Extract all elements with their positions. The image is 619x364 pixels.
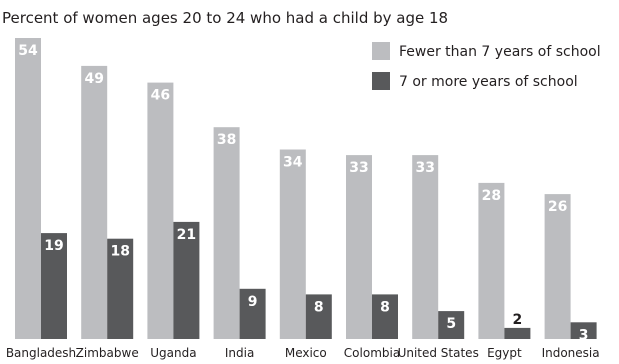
bar-7-or-more-egypt bbox=[504, 327, 531, 339]
bar-fewer-than-7-bangladesh bbox=[15, 38, 41, 339]
category-label: Egypt bbox=[487, 346, 522, 360]
bar-fewer-than-7-india bbox=[213, 127, 240, 339]
bar-fewer-than-7-egypt bbox=[478, 182, 505, 339]
category-label: United States bbox=[398, 346, 479, 360]
data-label: 33 bbox=[415, 160, 434, 176]
bar-fewer-than-7-zimbabwe bbox=[81, 65, 108, 340]
bar-fewer-than-7-indonesia bbox=[544, 194, 571, 339]
bar-7-or-more-india bbox=[239, 288, 266, 339]
data-label: 46 bbox=[151, 88, 170, 104]
data-label: 21 bbox=[177, 227, 196, 243]
legend-swatch bbox=[372, 42, 390, 60]
legend-label: Fewer than 7 years of school bbox=[399, 44, 601, 60]
category-label: Colombia bbox=[344, 346, 400, 360]
data-label: 8 bbox=[380, 299, 390, 315]
data-label: 28 bbox=[482, 188, 501, 204]
chart-title: Percent of women ages 20 to 24 who had a… bbox=[2, 9, 449, 27]
category-label: Indonesia bbox=[542, 346, 600, 360]
data-label: 26 bbox=[548, 199, 567, 215]
category-label: Zimbabwe bbox=[76, 346, 139, 360]
data-label: 49 bbox=[84, 71, 103, 87]
category-label: Bangladesh bbox=[6, 346, 76, 360]
data-label: 5 bbox=[446, 316, 456, 332]
bar-7-or-more-colombia bbox=[372, 294, 398, 339]
data-label: 54 bbox=[18, 43, 38, 59]
data-label: 18 bbox=[110, 244, 129, 260]
bar-fewer-than-7-uganda bbox=[147, 82, 174, 339]
bar-7-or-more-indonesia bbox=[570, 322, 597, 339]
legend-label: 7 or more years of school bbox=[399, 74, 578, 90]
bar-fewer-than-7-colombia bbox=[346, 155, 372, 339]
category-label: Uganda bbox=[150, 346, 196, 360]
data-label: 9 bbox=[248, 294, 258, 310]
bar-7-or-more-uganda bbox=[173, 221, 200, 339]
bar-fewer-than-7-mexico bbox=[279, 149, 306, 339]
data-label: 38 bbox=[217, 132, 236, 148]
category-label: Mexico bbox=[285, 346, 327, 360]
category-label: India bbox=[225, 346, 254, 360]
bar-7-or-more-zimbabwe bbox=[107, 238, 134, 339]
data-label: 33 bbox=[349, 160, 368, 176]
data-label: 19 bbox=[44, 238, 63, 254]
bar-7-or-more-mexico bbox=[305, 294, 332, 339]
data-label: 3 bbox=[579, 327, 589, 343]
data-label: 2 bbox=[513, 312, 523, 328]
data-label: 8 bbox=[314, 299, 324, 315]
legend-swatch bbox=[372, 72, 390, 90]
bar-7-or-more-bangladesh bbox=[41, 233, 67, 339]
bar-7-or-more-united-states bbox=[438, 311, 465, 339]
bar-fewer-than-7-united-states bbox=[412, 155, 439, 339]
data-label: 34 bbox=[283, 155, 303, 171]
